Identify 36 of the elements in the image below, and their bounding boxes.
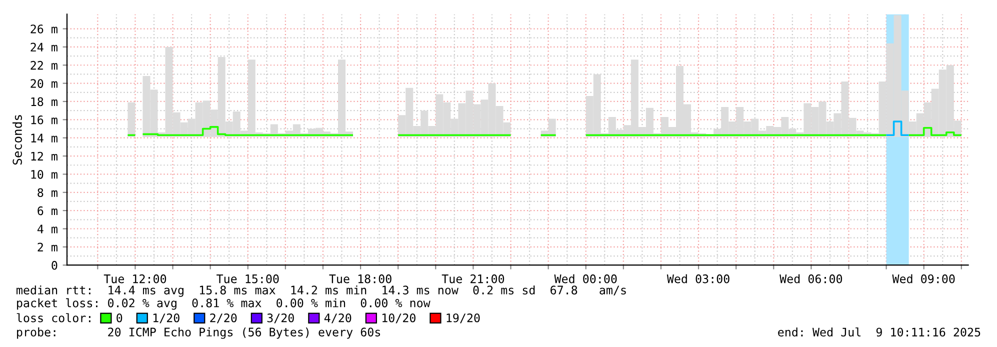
- legend-label: 19/20: [446, 313, 480, 324]
- y-tick-label: 18 m: [31, 97, 58, 106]
- y-tick-label: 8 m: [38, 188, 58, 198]
- text: end: Wed Jul 9 10:11:16 2025: [778, 327, 980, 337]
- y-tick-label: 26 m: [30, 24, 58, 34]
- legend-title: loss color:: [16, 313, 90, 322]
- x-tick-label: Tue 15:00: [216, 274, 279, 284]
- legend-label: 3/20: [267, 313, 294, 324]
- y-tick-label: 24 m: [30, 42, 58, 52]
- y-tick-label: 22 m: [30, 60, 58, 70]
- y-tick-label: 12 m: [31, 152, 58, 160]
- y-tick-label: 20 m: [30, 79, 58, 88]
- legend-label: 4/20: [324, 313, 352, 324]
- x-tick-label: Tue 12:00: [104, 274, 166, 284]
- legend-label: 1/20: [153, 313, 180, 324]
- x-tick-label: Tue 21:00: [442, 274, 504, 284]
- x-tick-label: Wed 00:00: [554, 274, 617, 284]
- y-tick-label: 16 m: [31, 115, 58, 124]
- y-tick-label: 4 m: [37, 224, 58, 234]
- text: median rtt: 14.4 ms avg 15.8 ms max 14.2 ms min 14.3 ms now 0.2 ms sd 67.8 am/s: [16, 285, 626, 297]
- x-tick-label: Tue 18:00: [329, 274, 392, 284]
- x-tick-label: Wed 03:00: [666, 274, 730, 284]
- y-axis-title: Seconds: [12, 115, 22, 165]
- legend-label: 2/20: [210, 313, 237, 324]
- text: probe: 20 ICMP Echo Pings (56 Bytes) every 60s: [17, 327, 380, 339]
- x-tick-label: Wed 06:00: [780, 274, 842, 284]
- bar: [128, 102, 136, 137]
- text: packet loss: 0.02 % avg 0.81 % max 0.00 % min 0.00 % now: [17, 298, 430, 310]
- x-tick-label: Wed 09:00: [892, 274, 955, 284]
- y-tick-label: 14 m: [31, 134, 58, 142]
- y-tick-label: 2 m: [38, 242, 58, 252]
- y-tick-label: 6 m: [38, 206, 58, 216]
- y-tick-label: 0: [52, 260, 58, 270]
- y-tick-label: 10 m: [31, 170, 58, 179]
- legend-label: 0: [116, 313, 122, 322]
- legend-label: 10/20: [382, 313, 416, 324]
